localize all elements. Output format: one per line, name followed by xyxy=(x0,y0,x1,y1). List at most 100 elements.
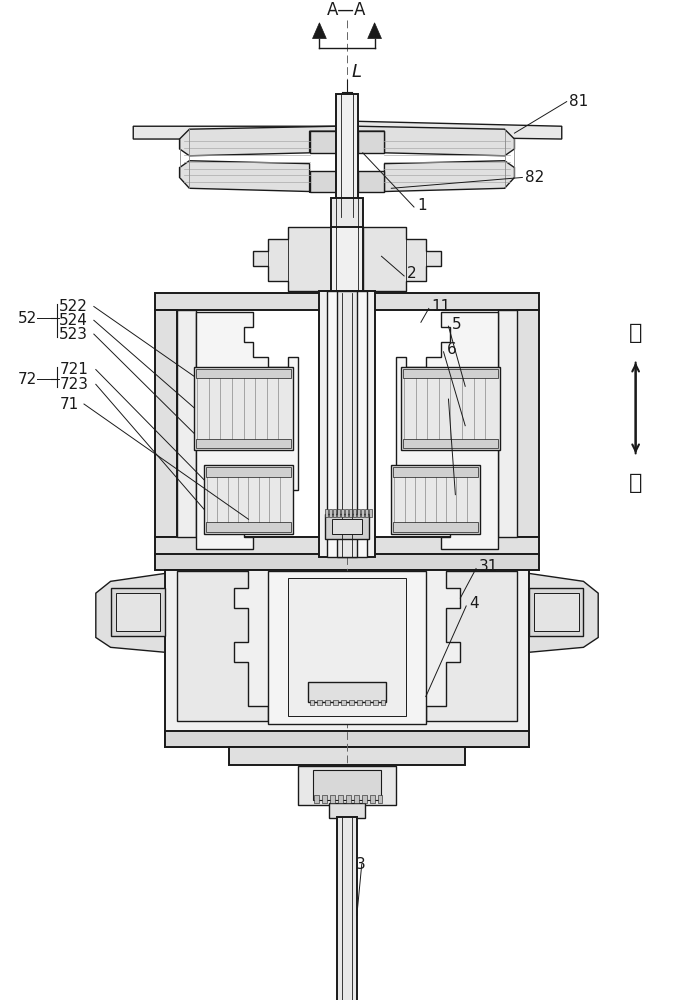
Bar xyxy=(357,509,360,517)
Bar xyxy=(530,588,583,636)
Polygon shape xyxy=(358,126,514,156)
Text: 3: 3 xyxy=(356,857,366,872)
Text: A—A: A—A xyxy=(327,1,367,19)
Text: 4: 4 xyxy=(469,596,479,611)
Text: 1: 1 xyxy=(417,198,427,213)
Bar xyxy=(196,439,291,448)
Bar xyxy=(332,519,362,534)
Bar xyxy=(345,509,348,517)
Text: 523: 523 xyxy=(59,327,88,342)
Bar xyxy=(206,522,291,532)
Bar xyxy=(337,291,357,557)
Bar xyxy=(318,700,322,705)
Bar xyxy=(330,795,335,803)
Bar xyxy=(309,700,315,705)
Bar xyxy=(380,700,386,705)
Bar xyxy=(517,310,539,537)
Polygon shape xyxy=(530,573,598,652)
Bar xyxy=(333,700,338,705)
Bar xyxy=(373,700,377,705)
Bar xyxy=(365,700,370,705)
Bar xyxy=(329,803,365,818)
Bar xyxy=(365,509,368,517)
Bar xyxy=(297,766,396,805)
Bar xyxy=(206,467,291,477)
Bar xyxy=(155,554,539,570)
Bar xyxy=(353,509,356,517)
Bar xyxy=(354,795,359,803)
Bar xyxy=(357,700,362,705)
Bar xyxy=(325,700,330,705)
Bar xyxy=(401,367,500,450)
Bar xyxy=(309,131,336,153)
Bar xyxy=(329,509,332,517)
Bar xyxy=(325,514,368,539)
Bar xyxy=(322,795,327,803)
Bar xyxy=(204,465,293,534)
Bar xyxy=(155,293,539,310)
Polygon shape xyxy=(313,23,327,39)
Bar xyxy=(358,131,384,153)
Text: 31: 31 xyxy=(479,559,498,574)
Bar xyxy=(346,795,351,803)
Bar xyxy=(177,310,196,537)
Text: 7: 7 xyxy=(452,390,461,405)
Bar xyxy=(337,817,357,1000)
Polygon shape xyxy=(358,161,514,192)
Bar xyxy=(391,465,480,534)
Bar xyxy=(115,593,160,631)
Bar xyxy=(165,570,530,747)
Bar xyxy=(288,578,406,716)
Bar xyxy=(403,439,498,448)
Polygon shape xyxy=(179,126,336,156)
Bar xyxy=(370,795,375,803)
Bar xyxy=(325,509,328,517)
Polygon shape xyxy=(254,227,332,291)
Bar xyxy=(332,227,363,291)
Text: 5: 5 xyxy=(452,317,461,332)
Bar xyxy=(111,588,165,636)
Polygon shape xyxy=(358,121,562,139)
Text: 522: 522 xyxy=(59,299,88,314)
Bar xyxy=(309,171,336,192)
Bar xyxy=(337,509,340,517)
Text: 前: 前 xyxy=(629,323,642,343)
Bar xyxy=(338,795,343,803)
Text: 81: 81 xyxy=(569,94,588,109)
Bar xyxy=(377,795,382,803)
Bar xyxy=(362,795,367,803)
Text: 52: 52 xyxy=(17,311,37,326)
Polygon shape xyxy=(177,571,268,721)
Bar xyxy=(155,310,177,537)
Text: 71: 71 xyxy=(59,397,79,412)
Bar xyxy=(336,94,358,217)
Bar xyxy=(332,198,363,228)
Bar xyxy=(498,310,517,537)
Bar xyxy=(368,509,372,517)
Bar xyxy=(349,700,354,705)
Polygon shape xyxy=(426,571,517,721)
Text: L: L xyxy=(352,63,362,81)
Polygon shape xyxy=(133,121,347,139)
Text: 6: 6 xyxy=(446,342,456,357)
Bar xyxy=(320,291,375,557)
Bar xyxy=(327,291,367,557)
Bar xyxy=(229,747,465,765)
Text: 2: 2 xyxy=(407,266,417,281)
Bar xyxy=(308,682,386,702)
Bar xyxy=(165,731,530,747)
Polygon shape xyxy=(96,573,165,652)
Polygon shape xyxy=(179,161,336,192)
Polygon shape xyxy=(196,312,297,549)
Bar xyxy=(393,467,478,477)
Bar xyxy=(341,700,346,705)
Bar xyxy=(155,537,539,555)
Bar xyxy=(313,770,382,800)
Bar xyxy=(358,171,384,192)
Text: 82: 82 xyxy=(525,170,545,185)
Bar xyxy=(315,795,320,803)
Bar xyxy=(268,571,426,724)
Text: 524: 524 xyxy=(59,313,88,328)
Polygon shape xyxy=(396,312,498,549)
Bar xyxy=(534,593,578,631)
